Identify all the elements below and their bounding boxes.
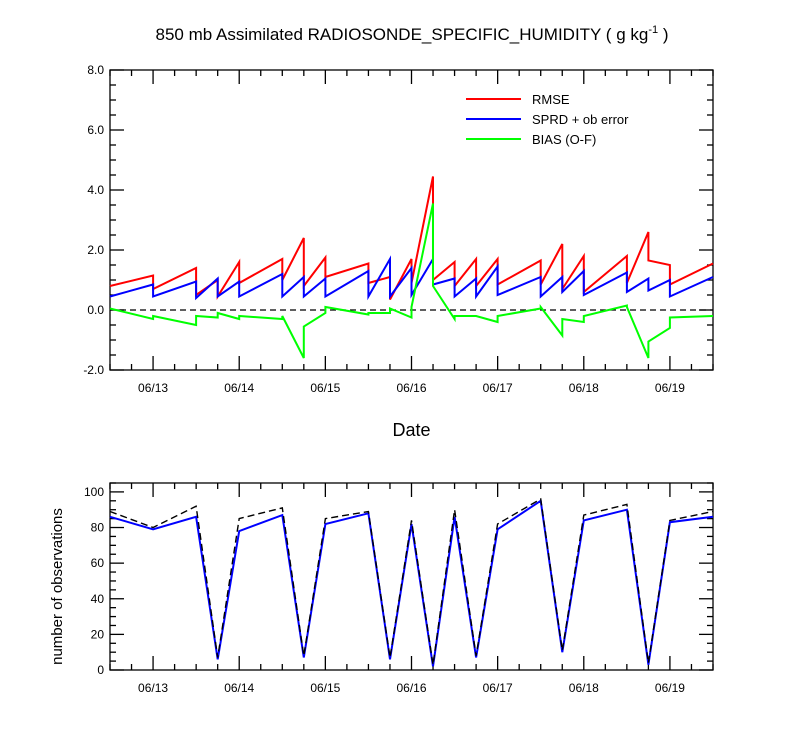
y-tick-label: 6.0 — [87, 123, 104, 137]
x-tick-label: 06/15 — [310, 381, 340, 395]
x-tick-label: 06/16 — [396, 681, 426, 695]
x-tick-label: 06/16 — [396, 381, 426, 395]
y-tick-label: 80 — [91, 521, 105, 535]
x-tick-label: 06/15 — [310, 681, 340, 695]
y-tick-label: 2.0 — [87, 243, 104, 257]
x-tick-label: 06/13 — [138, 381, 168, 395]
x-tick-label: 06/13 — [138, 681, 168, 695]
y-tick-label: 20 — [91, 627, 105, 641]
y-tick-label: 0 — [97, 663, 104, 677]
series-line-assimilated — [109, 499, 714, 667]
x-tick-label: 06/17 — [483, 681, 513, 695]
y-tick-label: 0.0 — [87, 303, 104, 317]
y-tick-label: 4.0 — [87, 183, 104, 197]
y-tick-label: 100 — [84, 485, 104, 499]
x-tick-label: 06/19 — [655, 681, 685, 695]
series-line-possible — [109, 497, 714, 665]
legend-label: BIAS (O-F) — [532, 132, 596, 147]
y-tick-label: 60 — [91, 556, 105, 570]
observation-count-panel: 06/13 06/14 06/15 06/16 06/17 06/18 06/19 0 20 40… — [49, 482, 714, 695]
legend-label: RMSE — [532, 92, 570, 107]
series-line-sprd-ob-error — [109, 255, 714, 301]
chart-title: 850 mb Assimilated RADIOSONDE_SPECIFIC_H… — [156, 24, 669, 44]
x-tick-label: 06/18 — [569, 381, 599, 395]
y-tick-label: 8.0 — [87, 63, 104, 77]
x-tick-label: 06/19 — [655, 381, 685, 395]
x-axis-label: Date — [392, 420, 430, 440]
y-tick-label: 40 — [91, 592, 105, 606]
x-tick-label: 06/14 — [224, 381, 254, 395]
rmse-panel: 06/13 06/14 06/15 06/16 06/17 06/18 06/19 -2.0 0… — [83, 24, 714, 440]
legend-label: SPRD + ob error — [532, 112, 629, 127]
series-line-rmse — [109, 176, 714, 300]
x-tick-label: 06/14 — [224, 681, 254, 695]
y-axis-label: number of observations — [49, 508, 66, 665]
series-line-bias-o-f — [109, 203, 714, 359]
y-tick-label: -2.0 — [83, 363, 104, 377]
x-tick-label: 06/18 — [569, 681, 599, 695]
x-tick-label: 06/17 — [483, 381, 513, 395]
